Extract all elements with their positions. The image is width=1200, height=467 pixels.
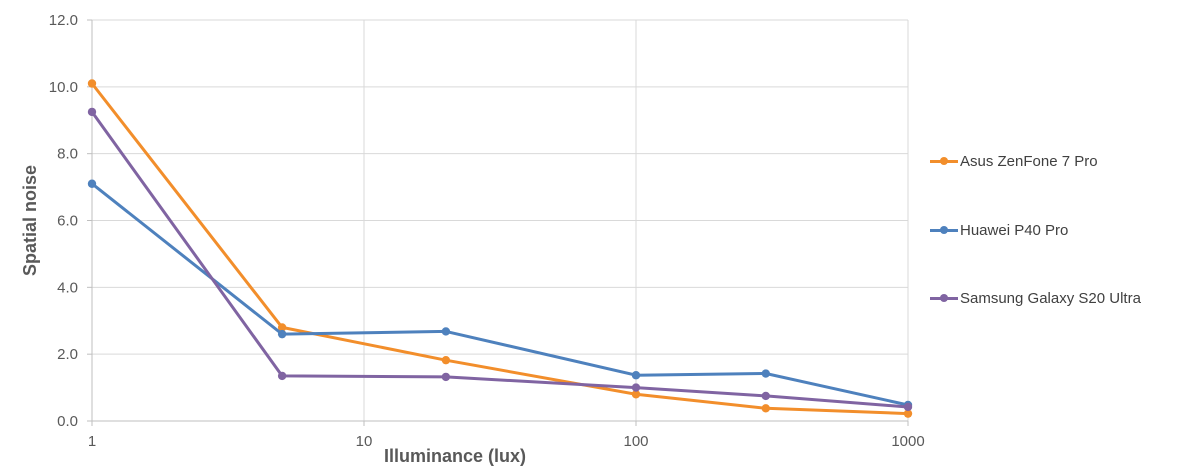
y-tick-label: 2.0 [57, 346, 78, 363]
data-point [277, 323, 287, 332]
legend-item-huawei: Huawei P40 Pro [930, 219, 1068, 241]
data-point [631, 371, 641, 380]
x-tick-label: 100 [623, 433, 648, 450]
data-point [761, 391, 770, 401]
y-tick-label: 0.0 [57, 413, 78, 430]
legend-item-samsung: Samsung Galaxy S20 Ultra [930, 287, 1141, 309]
y-tick-label: 6.0 [57, 213, 78, 230]
series-line-1 [90, 182, 910, 407]
data-point [441, 372, 451, 382]
data-point [441, 327, 451, 336]
y-tick-label: 12.0 [49, 12, 78, 29]
data-point [87, 179, 97, 188]
data-point [903, 402, 913, 412]
data-point [441, 355, 451, 365]
x-tick-label: 1000 [891, 433, 924, 450]
series-line-2 [90, 110, 910, 409]
data-point [277, 329, 287, 339]
legend-item-asus: Asus ZenFone 7 Pro [930, 150, 1098, 172]
legend-label-asus: Asus ZenFone 7 Pro [960, 152, 1098, 170]
tick-labels: 0.0 2.0 4.0 6.0 8.0 10.0 12.0 1 10 100 1000 [49, 12, 925, 450]
legend-label-samsung: Samsung Galaxy S20 Ultra [960, 289, 1141, 307]
y-tick-label: 8.0 [57, 146, 78, 163]
data-point [631, 383, 641, 392]
series-group [87, 79, 913, 418]
series-line-0 [90, 82, 910, 416]
legend-swatch-asus [930, 150, 958, 172]
data-point [631, 390, 641, 399]
data-point [761, 369, 770, 378]
data-point [87, 79, 97, 88]
y-tick-label: 10.0 [49, 79, 78, 96]
y-axis-title: Spatial noise [20, 165, 40, 276]
x-tick-label: 1 [88, 433, 96, 450]
axes [87, 19, 909, 426]
data-point [87, 107, 97, 117]
legend-label-huawei: Huawei P40 Pro [960, 221, 1069, 239]
x-axis-title: Illuminance (lux) [384, 446, 526, 466]
legend-swatch-huawei [930, 219, 958, 241]
x-tick-label: 10 [356, 433, 373, 450]
y-tick-label: 4.0 [57, 279, 78, 296]
data-point [277, 371, 287, 381]
grid [92, 19, 909, 421]
data-point [761, 404, 770, 413]
legend-swatch-samsung [930, 287, 958, 309]
data-point [903, 409, 913, 418]
